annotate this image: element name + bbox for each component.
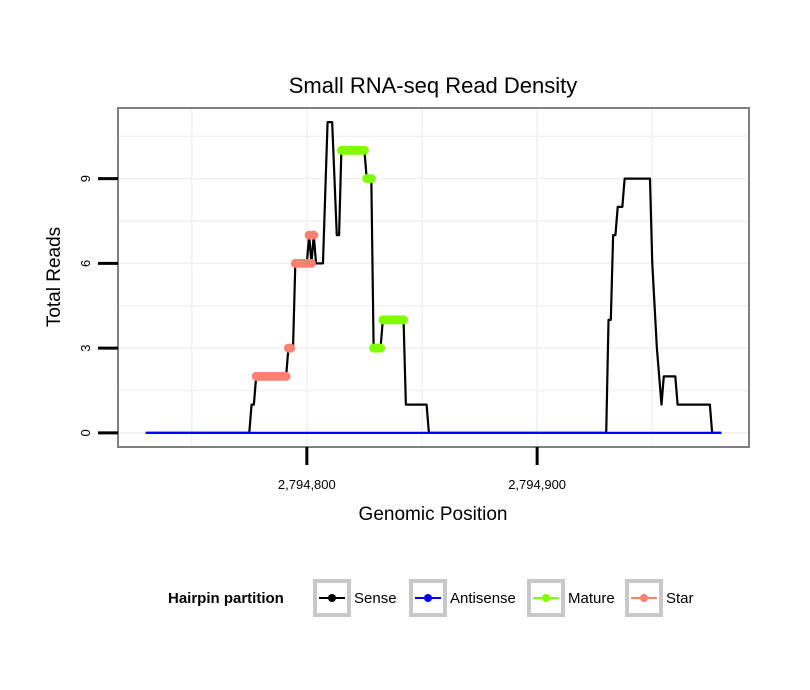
legend-label: Antisense [450, 590, 516, 607]
legend-key-point [424, 594, 432, 602]
legend-label: Sense [354, 590, 397, 607]
x-tick-label: 2,794,800 [278, 477, 336, 492]
data-point-star [306, 258, 316, 268]
data-point-star [309, 230, 319, 240]
data-point-mature [376, 343, 386, 353]
legend-key-sense [313, 579, 351, 617]
x-tick-label: 2,794,900 [508, 477, 566, 492]
series-layer [145, 121, 722, 434]
y-tick-label: 6 [78, 260, 93, 267]
axes: 0 3 6 9 2,794,800 2,794,900 [78, 175, 566, 492]
data-point-mature [366, 174, 376, 184]
legend-key-point [328, 594, 336, 602]
y-tick-label: 0 [78, 429, 93, 436]
legend-title: Hairpin partition [168, 590, 284, 607]
y-tick-label: 3 [78, 345, 93, 352]
legend-key-star [625, 579, 663, 617]
data-point-mature [399, 315, 409, 325]
legend-key-mature [527, 579, 565, 617]
data-point-star [286, 343, 296, 353]
legend-key-antisense [409, 579, 447, 617]
data-point-mature [359, 145, 369, 155]
plot-background [117, 107, 750, 448]
legend-label: Star [666, 590, 694, 607]
x-axis-title: Genomic Position [359, 504, 508, 525]
legend-label: Mature [568, 590, 615, 607]
legend-key-point [542, 594, 550, 602]
legend: Hairpin partition Sense Antisense Mature St… [168, 579, 694, 617]
chart-title: Small RNA-seq Read Density [289, 73, 578, 98]
data-point-star [281, 371, 291, 381]
y-axis-title: Total Reads [44, 227, 65, 327]
y-tick-label: 9 [78, 175, 93, 182]
legend-key-point [640, 594, 648, 602]
